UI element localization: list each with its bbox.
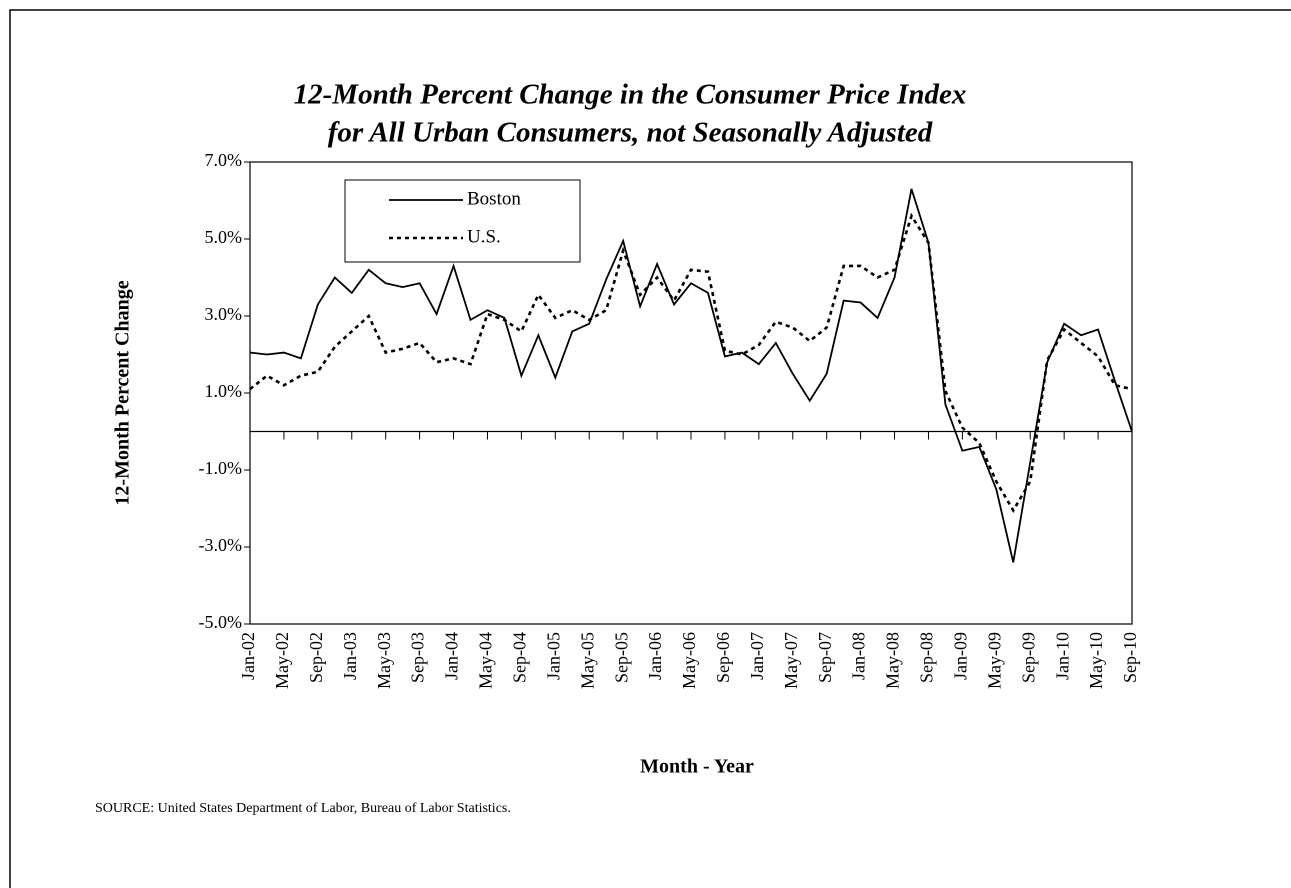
x-tick-label: Sep-02 [306, 632, 326, 683]
y-tick-label: 1.0% [205, 381, 243, 401]
y-tick-label: -3.0% [199, 535, 243, 555]
x-tick-label: May-03 [374, 632, 394, 689]
chart-title: 12-Month Percent Change in the Consumer … [294, 79, 967, 111]
x-tick-label: Jan-06 [645, 632, 665, 680]
x-axis-label: Month - Year [640, 756, 754, 778]
x-tick-label: May-08 [883, 632, 903, 689]
x-tick-label: Jan-02 [238, 632, 258, 680]
source-note: SOURCE: United States Department of Labo… [95, 801, 511, 816]
x-tick-label: May-04 [476, 632, 496, 689]
legend-label: U.S. [467, 226, 501, 247]
frame [9, 9, 1291, 888]
y-tick-label: -5.0% [199, 612, 243, 632]
x-tick-label: Jan-07 [747, 632, 767, 680]
x-tick-label: Jan-05 [543, 632, 563, 680]
x-tick-label: Jan-04 [442, 632, 462, 680]
x-tick-label: Sep-06 [713, 632, 733, 683]
x-tick-label: May-07 [781, 632, 801, 689]
x-tick-label: May-05 [577, 632, 597, 689]
x-tick-label: Jan-08 [849, 632, 869, 680]
x-tick-label: Sep-07 [815, 632, 835, 683]
x-tick-label: Sep-08 [917, 632, 937, 683]
y-tick-label: 7.0% [205, 150, 243, 170]
x-tick-label: May-02 [272, 632, 292, 689]
x-tick-label: Sep-03 [408, 632, 428, 683]
series-line [249, 212, 1133, 513]
x-tick-label: Jan-10 [1052, 632, 1072, 680]
x-tick-label: May-10 [1086, 632, 1106, 689]
chart-title: for All Urban Consumers, not Seasonally … [328, 117, 933, 149]
legend-label: Boston [467, 188, 521, 209]
x-tick-label: May-06 [679, 632, 699, 689]
series-line [249, 188, 1133, 563]
y-axis-label: 12-Month Percent Change [112, 280, 134, 505]
y-tick-label: 5.0% [205, 227, 243, 247]
y-tick-label: -1.0% [199, 458, 243, 478]
x-tick-label: Sep-05 [611, 632, 631, 683]
x-tick-label: Sep-10 [1120, 632, 1140, 683]
x-tick-label: Sep-04 [510, 632, 530, 683]
x-tick-label: Jan-09 [951, 632, 971, 680]
x-tick-label: May-09 [984, 632, 1004, 689]
y-tick-label: 3.0% [205, 304, 243, 324]
legend-box [344, 179, 581, 263]
x-tick-label: Jan-03 [340, 632, 360, 680]
x-tick-label: Sep-09 [1018, 632, 1038, 683]
